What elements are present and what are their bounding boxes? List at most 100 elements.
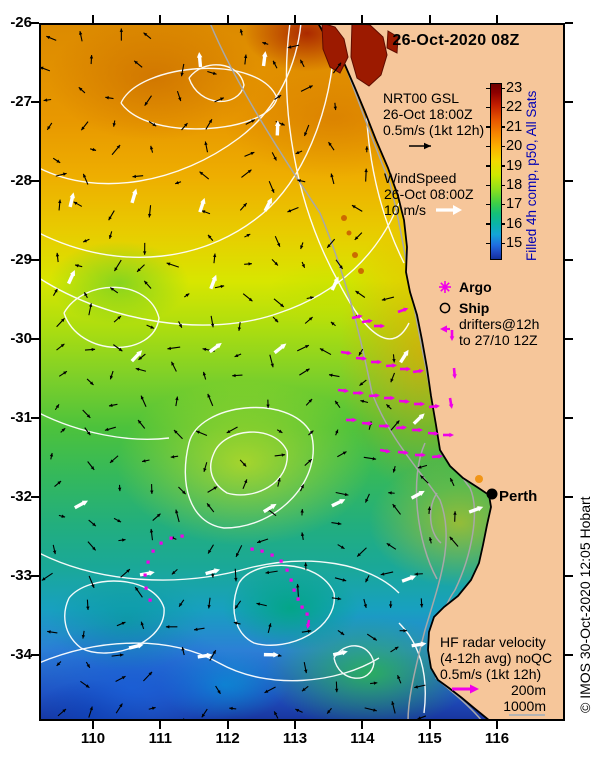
y-tick-mark-right [565, 101, 573, 103]
x-tick-mark-top [428, 15, 431, 23]
y-tick-mark-left [31, 417, 39, 419]
x-tick-mark-bottom [159, 721, 162, 729]
x-tick-label: 116 [484, 730, 510, 747]
y-tick-label: -33 [10, 567, 32, 584]
x-tick-label: 112 [215, 730, 240, 747]
colorbar-tick-mark [501, 184, 505, 186]
y-tick-label: -29 [10, 251, 32, 268]
wind-line2: 26-Oct 08:00Z [384, 186, 474, 202]
colorbar-tick-mark [486, 87, 490, 89]
colorbar-tick-label: 22 [506, 99, 523, 116]
wind-legend: WindSpeed 26-Oct 08:00Z 10 m/s [384, 170, 474, 218]
colorbar-tick-mark [486, 203, 490, 206]
drifters-label: drifters@12h to 27/10 12Z [459, 316, 540, 348]
y-tick-mark-right [565, 259, 573, 261]
colorbar-tick-label: 20 [506, 138, 523, 155]
y-tick-mark-left [31, 338, 39, 340]
x-tick-mark-bottom [428, 721, 431, 729]
perth-marker [486, 488, 498, 500]
x-tick-label: 113 [282, 730, 308, 747]
colorbar-tick-label: 21 [506, 118, 523, 135]
wind-line1: WindSpeed [384, 170, 457, 186]
y-tick-label: -30 [10, 330, 32, 347]
y-tick-mark-left [31, 259, 39, 261]
map-plot-area [39, 23, 565, 721]
ship-label: Ship [459, 299, 490, 316]
x-tick-mark-bottom [226, 721, 229, 729]
x-tick-mark-bottom [361, 721, 364, 729]
colorbar-tick-mark [501, 165, 505, 167]
x-tick-mark-bottom [293, 721, 296, 729]
x-tick-mark-top [361, 15, 364, 23]
y-tick-label: -27 [10, 93, 32, 110]
x-tick-mark-bottom [92, 721, 94, 729]
colorbar-tick-label: 16 [506, 215, 523, 232]
gsl-line1: NRT00 GSL [383, 90, 459, 106]
wind-vector-arrows [66, 51, 484, 721]
hf-scale-arrow-icon [452, 684, 479, 694]
x-tick-label: 115 [417, 730, 442, 747]
colorbar-tick-mark [501, 223, 505, 225]
x-tick-mark-top [159, 15, 162, 23]
y-tick-label: -28 [10, 172, 32, 189]
coastline [317, 23, 492, 721]
y-tick-mark-left [31, 101, 39, 103]
colorbar-tick-mark [486, 106, 490, 109]
x-tick-mark-top [92, 15, 94, 23]
colorbar-tick-mark [486, 223, 490, 225]
perth-label: Perth [499, 488, 538, 505]
y-tick-mark-right [565, 338, 573, 340]
y-tick-mark-right [565, 22, 573, 24]
shark-bay-warm-patches [321, 23, 399, 87]
wind-line3: 10 m/s [384, 202, 427, 218]
y-tick-mark-right [565, 575, 573, 577]
colorbar-tick-mark [501, 106, 505, 109]
x-tick-mark-top [226, 15, 229, 23]
drifter-symbol-icon [440, 325, 450, 333]
y-tick-label: -32 [10, 488, 32, 505]
colorbar-tick-label: 18 [506, 177, 523, 193]
gsl-line3: 0.5m/s (1kt 12h) [383, 122, 485, 138]
isobath-1000-sample-line [509, 714, 545, 716]
colorbar-tick-mark [486, 145, 490, 148]
y-tick-mark-left [31, 22, 39, 24]
y-tick-mark-left [31, 180, 39, 182]
hf-radar-legend: HF radar velocity (4-12h avg) noQC 0.5m/… [440, 634, 552, 698]
argo-symbol-icon [439, 280, 451, 293]
gsl-line2: 26-Oct 18:00Z [383, 106, 473, 122]
x-tick-label: 111 [148, 730, 173, 747]
isobath-1000-label: 1000m [503, 698, 546, 714]
hf-line1: HF radar velocity [440, 634, 546, 650]
coastal-warm-spots [341, 215, 483, 483]
y-tick-mark-right [565, 496, 573, 498]
hf-line3: 0.5m/s (1kt 12h) [440, 666, 542, 682]
y-tick-mark-left [31, 496, 39, 498]
gsl-scale-arrow-icon [409, 142, 431, 150]
y-tick-label: -31 [10, 409, 32, 426]
y-tick-label: -26 [10, 14, 32, 31]
isobath-200-label: 200m [510, 682, 546, 698]
colorbar-tick-label: 17 [506, 196, 523, 213]
current-vector-arrows [39, 28, 459, 721]
argo-label: Argo [459, 278, 492, 295]
colorbar-label: Filled 4h comp, p50, All Sats [524, 90, 539, 261]
colorbar-tick-mark [501, 203, 505, 206]
colorbar-tick-mark [486, 184, 490, 186]
copyright-text: © IMOS 30-Oct-2020 12:05 Hobart [577, 496, 593, 713]
colorbar-tick-mark [501, 242, 505, 245]
x-tick-label: 114 [350, 730, 375, 747]
colorbar-tick-mark [501, 87, 505, 89]
gsl-legend: NRT00 GSL 26-Oct 18:00Z 0.5m/s (1kt 12h) [383, 90, 484, 154]
y-tick-mark-right [565, 417, 573, 419]
land-polygon [318, 23, 565, 721]
hf-line2: (4-12h avg) noQC [440, 650, 553, 666]
colorbar-tick-mark [486, 126, 490, 128]
x-tick-mark-top [495, 15, 498, 23]
x-tick-label: 110 [80, 730, 106, 747]
colorbar-tick-label: 15 [506, 235, 523, 252]
colorbar-tick-mark [501, 126, 505, 128]
y-tick-mark-left [31, 575, 39, 577]
obs-legend: Argo Ship drifters@12h to 27/10 12Z [438, 278, 539, 348]
y-tick-mark-right [565, 180, 573, 182]
